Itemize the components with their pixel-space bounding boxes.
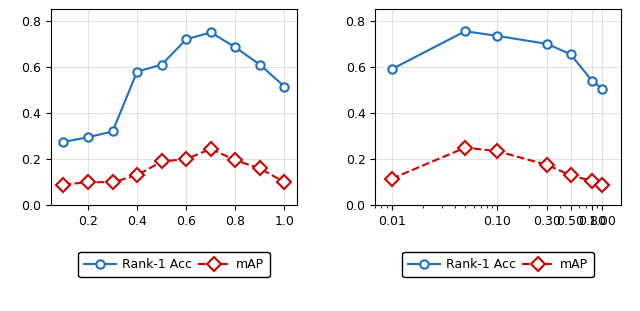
Rank-1 Acc: [493, 34, 500, 38]
mAP: [588, 179, 596, 183]
Rank-1 Acc: [543, 42, 551, 46]
Legend: Rank-1 Acc, mAP: Rank-1 Acc, mAP: [402, 252, 594, 277]
Line: mAP: mAP: [387, 143, 607, 189]
Rank-1 Acc: [566, 53, 574, 56]
mAP: [566, 174, 574, 177]
mAP: [388, 177, 396, 181]
Rank-1 Acc: [207, 30, 214, 34]
Rank-1 Acc: [280, 85, 288, 88]
Line: Rank-1 Acc: Rank-1 Acc: [60, 28, 289, 146]
Line: Rank-1 Acc: Rank-1 Acc: [387, 27, 607, 93]
mAP: [84, 180, 92, 184]
Rank-1 Acc: [256, 63, 264, 67]
mAP: [493, 149, 500, 153]
mAP: [182, 157, 190, 161]
Rank-1 Acc: [84, 135, 92, 139]
mAP: [232, 158, 239, 162]
mAP: [598, 183, 606, 186]
Rank-1 Acc: [598, 87, 606, 91]
mAP: [158, 160, 166, 163]
mAP: [280, 180, 288, 184]
Rank-1 Acc: [158, 63, 166, 67]
mAP: [109, 180, 116, 184]
Rank-1 Acc: [182, 37, 190, 41]
mAP: [256, 166, 264, 170]
Rank-1 Acc: [109, 130, 116, 133]
Rank-1 Acc: [232, 45, 239, 49]
Rank-1 Acc: [133, 70, 141, 73]
Rank-1 Acc: [461, 29, 469, 33]
mAP: [207, 147, 214, 151]
Rank-1 Acc: [388, 67, 396, 71]
mAP: [133, 174, 141, 177]
mAP: [461, 146, 469, 150]
Legend: Rank-1 Acc, mAP: Rank-1 Acc, mAP: [78, 252, 270, 277]
Line: mAP: mAP: [59, 144, 289, 189]
mAP: [60, 183, 67, 186]
mAP: [543, 163, 551, 167]
Rank-1 Acc: [60, 140, 67, 144]
Rank-1 Acc: [588, 79, 596, 83]
